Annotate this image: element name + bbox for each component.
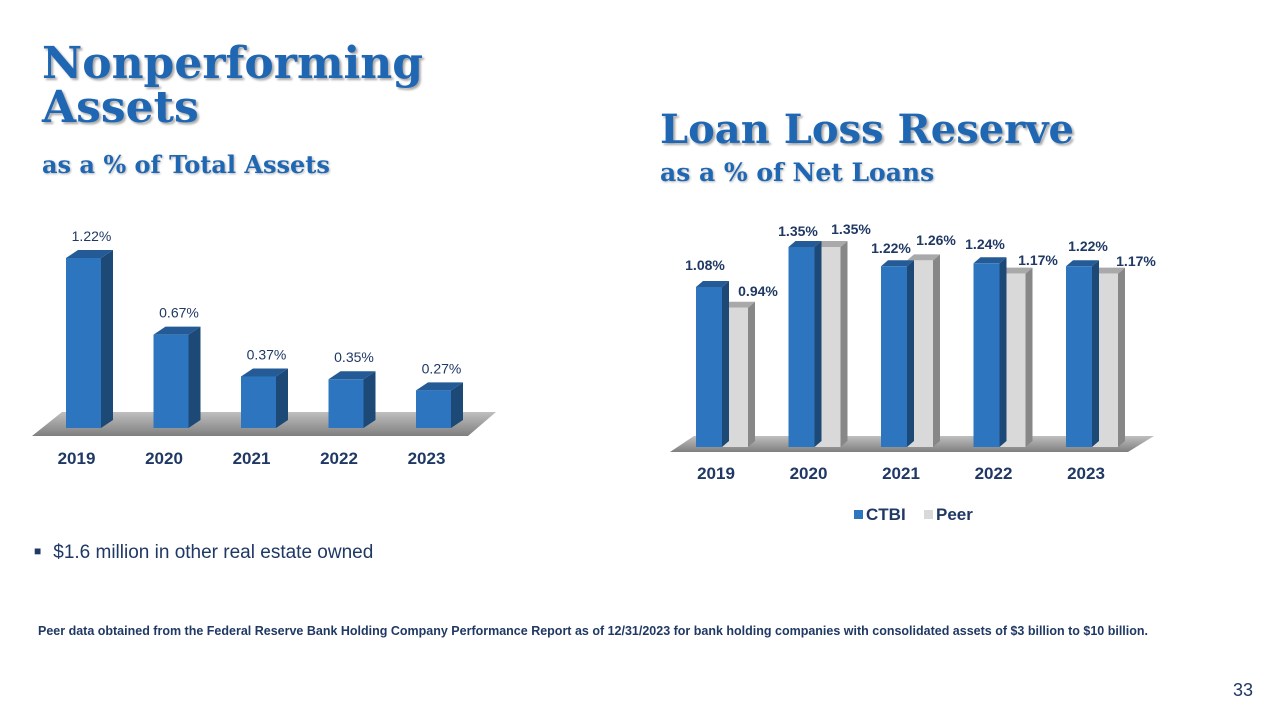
left-bar-2022 (328, 371, 376, 428)
left-bar-2021 (241, 368, 288, 428)
right-bar-ctbi-2021-side (907, 260, 914, 447)
right-bar-peer-2021-side (933, 254, 940, 447)
left-bar-2021-top (241, 368, 288, 377)
right-bar-peer-2019-top (722, 301, 755, 308)
right-tick-label-2021: 2021 (882, 464, 920, 483)
right-bar-ctbi-2020 (788, 241, 822, 447)
right-bar-ctbi-2019-top (696, 281, 729, 287)
right-bar-ctbi-2022-side (999, 257, 1007, 447)
left-bar-2020-side (188, 326, 201, 428)
loan-loss-reserve-chart: 1.08% 0.94% 2019 1.35% 1.35% 2020 1.22% 1.26% 20… (670, 221, 1156, 524)
right-bar-ctbi-2020-front (788, 247, 815, 447)
right-bar-peer-2020-top (814, 241, 848, 247)
left-bar-2020-front (153, 334, 189, 428)
right-bar-ctbi-2021 (881, 260, 914, 447)
right-bar-ctbi-2023-front (1066, 266, 1092, 447)
right-bar-ctbi-2021-front (881, 266, 907, 447)
right-bar-peer-2023-top (1092, 267, 1125, 274)
left-bar-2022-front (328, 379, 364, 428)
right-bar-peer-2022-top (999, 267, 1033, 274)
left-bar-2021-front (241, 376, 276, 428)
charts-canvas: 1.22% 2019 0.67% 2020 0.37% 2021 0.35% 2022 0.27… (32, 221, 1156, 524)
right-bar-ctbi-2019 (696, 281, 729, 447)
right-bar-ctbi-2020-top (788, 241, 822, 247)
right-tick-label-2020: 2020 (790, 464, 828, 483)
left-bar-2019 (66, 250, 113, 428)
left-data-label-2023: 0.27% (422, 360, 462, 376)
legend-label-peer: Peer (936, 505, 973, 524)
left-bar-2019-front (66, 258, 101, 428)
bullet-square-icon: ■ (34, 544, 42, 558)
right-data-label-peer-2021: 1.26% (916, 232, 956, 248)
left-bar-2023-top (416, 382, 463, 391)
left-chart-title: Nonperforming Assets (42, 38, 423, 133)
right-bar-ctbi-2022-top (973, 257, 1007, 264)
right-data-label-peer-2019: 0.94% (738, 283, 778, 299)
left-tick-label-2022: 2022 (320, 449, 358, 468)
left-chart-subtitle: as a % of Total Assets (42, 150, 330, 179)
right-data-label-peer-2020: 1.35% (831, 221, 871, 237)
right-data-label-ctbi-2021: 1.22% (871, 240, 911, 256)
left-bar-2022-top (328, 371, 376, 380)
right-tick-label-2023: 2023 (1067, 464, 1105, 483)
left-tick-label-2019: 2019 (58, 449, 96, 468)
nonperforming-assets-chart: 1.22% 2019 0.67% 2020 0.37% 2021 0.35% 2022 0.27… (32, 228, 496, 468)
right-bar-ctbi-2022 (973, 257, 1007, 447)
footnote: Peer data obtained from the Federal Rese… (38, 624, 1148, 638)
right-bar-peer-2023 (1092, 267, 1125, 447)
right-bar-ctbi-2023 (1066, 260, 1099, 447)
left-bar-2023-front (416, 390, 451, 428)
right-bar-ctbi-2019-front (696, 287, 722, 447)
right-bar-ctbi-2023-side (1092, 260, 1099, 447)
left-data-label-2021: 0.37% (247, 346, 287, 362)
right-bar-peer-2022-side (1025, 267, 1033, 447)
legend-swatch-peer (924, 510, 933, 519)
left-bar-2019-top (66, 250, 113, 258)
left-bar-2021-side (276, 368, 288, 428)
right-chart-legend: CTBI Peer (854, 505, 973, 524)
left-bar-2022-side (363, 371, 376, 428)
left-data-label-2022: 0.35% (334, 349, 374, 365)
right-data-label-ctbi-2020: 1.35% (778, 223, 818, 239)
bullet-text: $1.6 million in other real estate owned (53, 542, 374, 563)
right-tick-label-2022: 2022 (975, 464, 1013, 483)
right-bar-ctbi-2022-front (973, 263, 1000, 447)
right-bar-peer-2021-top (907, 254, 940, 261)
legend-swatch-ctbi (854, 510, 863, 519)
left-data-label-2019: 1.22% (72, 228, 112, 244)
right-bar-ctbi-2023-top (1066, 260, 1099, 267)
legend-label-ctbi: CTBI (866, 505, 906, 524)
left-bar-2019-side (101, 250, 113, 428)
right-bar-ctbi-2021-top (881, 260, 914, 267)
right-chart-title: Loan Loss Reserve (660, 106, 1074, 153)
right-bar-peer-2020-side (840, 241, 848, 447)
right-bar-ctbi-2019-side (722, 281, 729, 447)
right-chart-subtitle: as a % of Net Loans (660, 158, 935, 187)
right-data-label-ctbi-2022: 1.24% (965, 236, 1005, 252)
left-bar-2023 (416, 382, 463, 428)
left-bar-2020 (153, 326, 201, 428)
right-data-label-ctbi-2019: 1.08% (685, 257, 725, 273)
left-data-label-2020: 0.67% (159, 305, 199, 321)
right-data-label-ctbi-2023: 1.22% (1068, 238, 1108, 254)
right-data-label-peer-2023: 1.17% (1116, 253, 1156, 269)
left-bar-2023-side (451, 382, 463, 428)
right-tick-label-2019: 2019 (697, 464, 735, 483)
right-bar-ctbi-2020-side (814, 241, 822, 447)
left-tick-label-2021: 2021 (233, 449, 271, 468)
left-tick-label-2023: 2023 (408, 449, 446, 468)
bullet-point: ■ $1.6 million in other real estate owned (34, 542, 373, 564)
right-bar-peer-2023-side (1118, 267, 1125, 447)
page-number: 33 (1232, 680, 1253, 700)
left-bar-2020-top (153, 326, 201, 335)
left-tick-label-2020: 2020 (145, 449, 183, 468)
right-data-label-peer-2022: 1.17% (1018, 252, 1058, 268)
right-bar-peer-2019-side (748, 301, 755, 447)
